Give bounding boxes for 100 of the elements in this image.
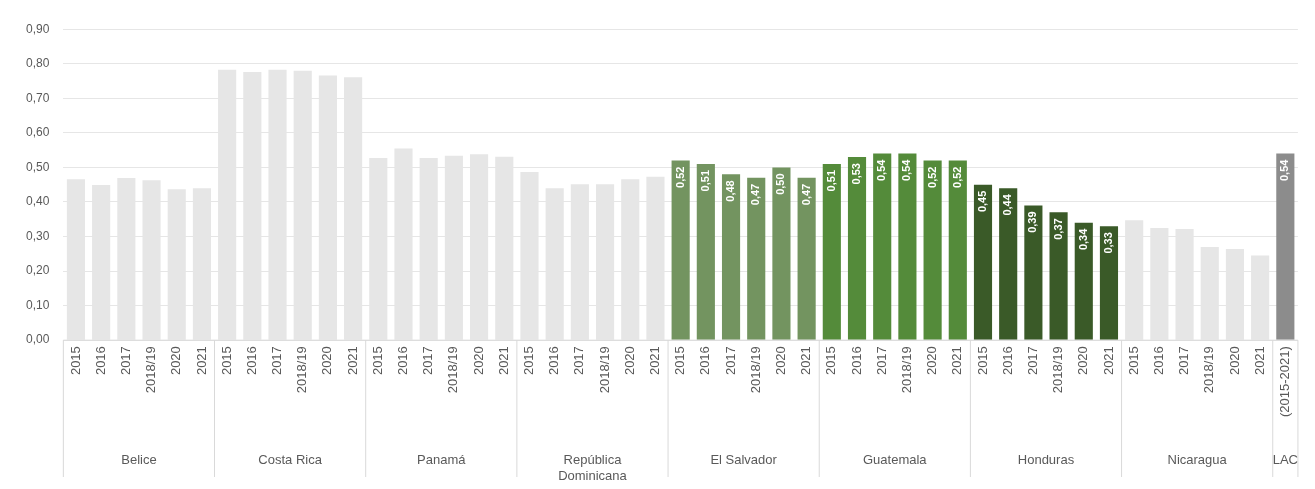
data-label: 0,45 (976, 190, 989, 213)
y-tick-label: 0,50 (26, 159, 50, 174)
x-tick-label: 2020 (470, 346, 486, 376)
y-tick-label: 0,40 (26, 194, 50, 209)
data-label: 0,37 (1051, 218, 1064, 240)
data-label: 0,50 (774, 173, 787, 195)
x-tick-label: 2015 (672, 346, 688, 376)
data-label: 0,34 (1076, 227, 1089, 251)
data-label: 0,52 (925, 166, 938, 188)
x-tick-label: 2016 (92, 346, 108, 376)
x-tick-label: 2016 (1150, 346, 1166, 376)
x-tick-label: 2021 (344, 346, 360, 376)
data-label: 0,51 (824, 169, 837, 192)
y-tick-label: 0,10 (26, 297, 50, 312)
bar (1074, 222, 1093, 340)
x-tick-label: 2021 (495, 346, 511, 376)
bar (671, 160, 690, 340)
x-tick-label: 2020 (319, 346, 335, 376)
data-label: 0,54 (875, 158, 888, 182)
x-tick-label: 2017 (420, 346, 436, 376)
x-tick-label: 2021 (1251, 346, 1267, 376)
bar (948, 160, 967, 340)
text: El Salvador (710, 451, 778, 467)
bar (747, 177, 766, 340)
x-tick-label: 2018/19 (1201, 346, 1217, 394)
x-tick-label: 2021 (1100, 346, 1116, 376)
x-tick-label: 2020 (924, 346, 940, 376)
bar (822, 163, 841, 340)
data-label: 0,54 (900, 158, 913, 182)
x-tick-label: 2015 (67, 346, 83, 376)
data-label: 0,53 (850, 163, 863, 185)
text: Costa Rica (258, 451, 323, 467)
x-tick-label: 2021 (193, 346, 209, 376)
x-tick-label: 2017 (722, 346, 738, 376)
x-tick-label: 2015 (974, 346, 990, 376)
x-tick-label: 2016 (848, 346, 864, 376)
y-tick-label: 0,60 (26, 125, 50, 140)
x-tick-label: 2018/19 (445, 346, 461, 394)
bar (923, 160, 942, 340)
x-tick-label: 2020 (1226, 346, 1242, 376)
x-tick-label: 2016 (243, 346, 259, 376)
text: República Dominicana (558, 451, 628, 483)
x-tick-label: 2020 (168, 346, 184, 376)
x-tick-label: 2018/19 (1050, 346, 1066, 394)
data-label: 0,51 (698, 169, 711, 192)
bar (1099, 226, 1119, 340)
bar (772, 167, 791, 340)
x-tick-label: 2021 (798, 346, 814, 376)
text: Nicaragua (1167, 451, 1228, 467)
data-label: 0,52 (673, 166, 686, 188)
bar (797, 177, 816, 340)
bar (898, 153, 917, 340)
data-label: 0,39 (1026, 211, 1039, 233)
data-label: 0,47 (749, 183, 762, 206)
x-tick-label: 2015 (521, 346, 537, 376)
data-label: 0,48 (724, 180, 737, 202)
y-tick-label: 0,20 (26, 263, 50, 278)
x-tick-label: 2016 (697, 346, 713, 376)
x-tick-label: 2021 (949, 346, 965, 376)
text: Guatemala (863, 451, 928, 467)
bar (999, 188, 1018, 340)
x-tick-label: 2017 (571, 346, 587, 376)
x-tick-label: 2015 (823, 346, 839, 376)
bar (973, 184, 993, 340)
x-tick-label: 2018/19 (898, 346, 914, 394)
bar (696, 163, 715, 340)
x-tick-label: 2016 (546, 346, 562, 376)
x-tick-label: 2017 (269, 346, 285, 376)
data-label: 0,44 (1001, 193, 1014, 216)
data-label: 0,54 (1278, 158, 1291, 182)
x-tick-label: 2020 (621, 346, 637, 376)
bar (847, 157, 867, 340)
y-tick-label: 0,30 (26, 228, 50, 243)
x-tick-label: 2015 (369, 346, 385, 376)
x-tick-label: 2018/19 (143, 346, 159, 394)
bar (1024, 205, 1043, 340)
x-tick-label: 2021 (647, 346, 663, 376)
data-label: 0,33 (1102, 232, 1114, 254)
x-tick-label: 2015 (218, 346, 234, 376)
text: Honduras (1017, 451, 1075, 467)
x-tick-label: (2015-2021) (1276, 346, 1292, 417)
bar (1049, 212, 1068, 340)
x-tick-label: 2020 (773, 346, 789, 376)
data-label: 0,52 (950, 166, 963, 188)
y-tick-label: 0,90 (26, 21, 50, 36)
x-tick-label: 2017 (117, 346, 133, 376)
bar (1276, 153, 1295, 340)
y-tick-label: 0,80 (26, 56, 50, 71)
text: Belice (121, 451, 157, 467)
y-tick-label: 0,70 (26, 90, 50, 105)
x-tick-label: 2018/19 (747, 346, 763, 394)
y-tick-label: 0,00 (26, 332, 50, 347)
x-tick-label: 2015 (1125, 346, 1141, 376)
x-tick-label: 2017 (1024, 346, 1040, 376)
x-tick-label: 2018/19 (294, 346, 310, 394)
text: LAC (1272, 451, 1298, 467)
bar (873, 153, 892, 340)
x-tick-label: 2018/19 (596, 346, 612, 394)
data-label: 0,47 (799, 183, 812, 206)
text: Panamá (417, 451, 467, 467)
